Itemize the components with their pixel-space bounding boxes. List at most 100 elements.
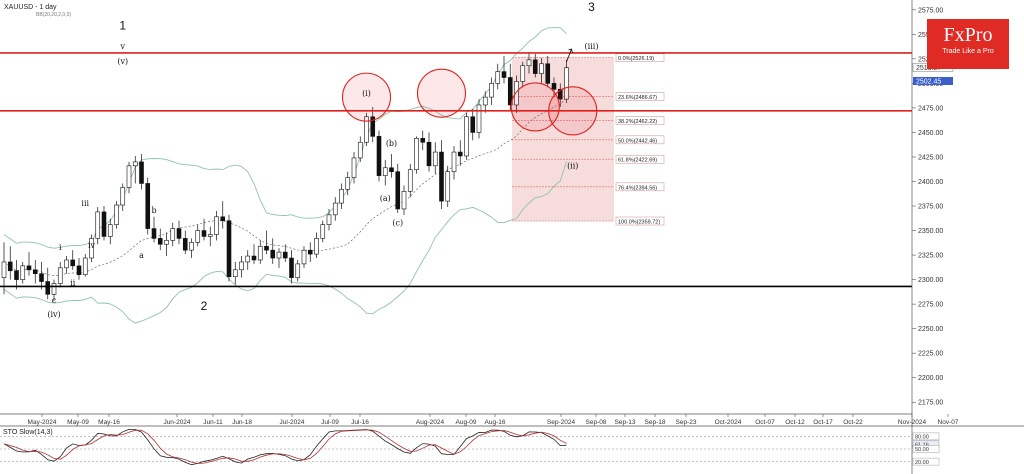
candle[interactable] [245,250,251,270]
candle[interactable] [520,61,526,88]
time-tick-label: May-2024 [28,419,57,426]
candle-body-bear [307,249,313,255]
candle[interactable] [182,230,188,255]
candle[interactable] [351,152,357,184]
candle[interactable] [482,91,488,113]
candle[interactable] [514,75,519,113]
candle[interactable] [107,218,113,245]
candle[interactable] [270,238,276,264]
candle[interactable] [407,163,413,198]
candle[interactable] [495,63,501,90]
candle[interactable] [339,183,344,209]
candle[interactable] [382,159,388,186]
candle[interactable] [20,261,26,284]
candle[interactable] [539,57,544,84]
time-tick-label: Jun-18 [232,419,252,426]
candle[interactable] [76,258,82,280]
candle[interactable] [439,140,444,209]
candle[interactable] [326,208,332,231]
candle[interactable] [89,234,94,262]
candle[interactable] [526,51,532,74]
candle[interactable] [57,261,63,288]
candle[interactable] [432,142,438,174]
candle[interactable] [364,112,369,147]
candle-body-bull [189,242,194,251]
candle[interactable] [301,246,307,268]
candle[interactable] [476,99,482,139]
candle[interactable] [145,177,151,235]
candle[interactable] [332,197,338,221]
candle[interactable] [176,220,182,245]
candle[interactable] [195,224,201,247]
candle[interactable] [7,246,13,280]
candle[interactable] [157,228,163,251]
candle[interactable] [114,201,119,229]
candle[interactable] [101,206,107,241]
candle[interactable] [289,250,294,284]
candle[interactable] [314,232,319,259]
candle[interactable] [420,130,426,151]
time-tick-label: Oct-07 [755,419,775,426]
candle[interactable] [32,259,38,284]
candle[interactable] [389,154,394,178]
candle[interactable] [70,250,76,270]
candle[interactable] [189,238,194,259]
candle[interactable] [14,259,19,290]
candle[interactable] [507,63,513,111]
candle[interactable] [457,140,463,166]
candle[interactable] [307,242,313,262]
candle[interactable] [82,254,88,277]
candle[interactable] [164,232,169,257]
candle[interactable] [26,252,32,276]
time-tick-label: Nov-2024 [898,419,927,426]
candle[interactable] [95,207,101,245]
candle[interactable] [51,279,57,302]
candle[interactable] [295,259,301,282]
candle[interactable] [126,161,132,194]
candle[interactable] [257,240,263,264]
candle[interactable] [401,185,407,215]
candle[interactable] [207,226,213,247]
candle[interactable] [170,222,176,247]
candle[interactable] [282,244,288,262]
candle[interactable] [376,130,382,182]
candle[interactable] [132,155,138,184]
candle[interactable] [532,53,538,78]
candle[interactable] [45,267,51,300]
candle[interactable] [1,242,7,295]
wave-label: b [151,206,156,215]
candle[interactable] [451,146,457,180]
candle[interactable] [151,216,157,243]
candle[interactable] [464,112,469,160]
candle[interactable] [357,136,363,162]
candle[interactable] [320,220,326,243]
candle[interactable] [201,218,207,241]
candle[interactable] [120,183,126,211]
candle[interactable] [345,171,351,196]
candle[interactable] [545,55,551,88]
candle[interactable] [220,201,226,229]
candle[interactable] [139,154,144,190]
candle[interactable] [226,214,232,282]
candle[interactable] [214,210,219,241]
candle-body-bull [82,257,88,275]
candle[interactable] [39,261,44,290]
candle[interactable] [551,77,557,98]
candle[interactable] [276,248,282,268]
candle[interactable] [370,106,376,143]
candle[interactable] [232,261,238,285]
candle[interactable] [395,163,401,213]
candle[interactable] [470,108,476,141]
candle[interactable] [445,165,451,207]
candle[interactable] [239,256,244,278]
candle[interactable] [264,230,269,255]
candle[interactable] [557,83,563,107]
candle[interactable] [564,59,569,104]
candle[interactable] [414,136,419,174]
candle[interactable] [501,55,507,84]
candle[interactable] [251,244,257,264]
candle[interactable] [426,132,432,172]
candle[interactable] [489,77,494,105]
candle[interactable] [64,256,69,274]
